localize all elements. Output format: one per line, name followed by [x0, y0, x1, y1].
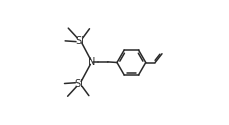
- Text: Si: Si: [74, 79, 83, 89]
- Text: N: N: [88, 57, 96, 67]
- Text: Si: Si: [75, 36, 84, 46]
